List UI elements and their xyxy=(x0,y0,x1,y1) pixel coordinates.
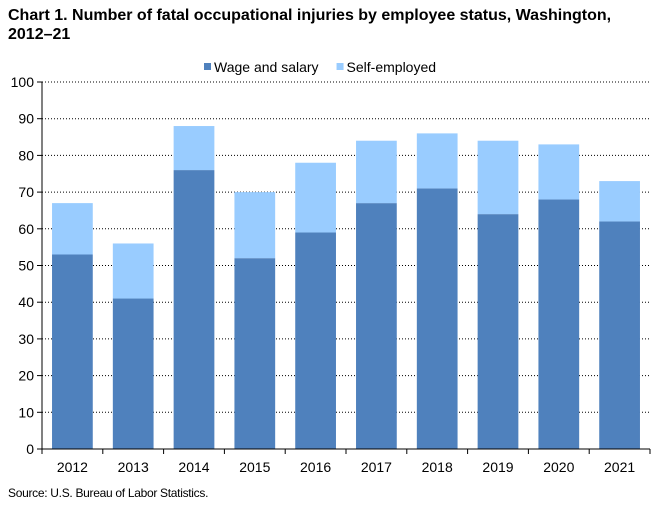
bars xyxy=(52,126,640,449)
legend-label-wage-and-salary: Wage and salary xyxy=(214,59,319,75)
bar-wage-and-salary-2018 xyxy=(416,188,458,449)
y-tick-label: 90 xyxy=(18,111,34,127)
bar-self-employed-2020 xyxy=(538,144,580,200)
y-tick-label: 80 xyxy=(18,147,34,163)
bar-wage-and-salary-2020 xyxy=(538,199,580,449)
x-tick-label: 2021 xyxy=(604,459,635,475)
x-tick-label: 2013 xyxy=(118,459,149,475)
x-tick-label: 2016 xyxy=(300,459,331,475)
y-tick-label: 0 xyxy=(26,441,34,457)
y-tick-label: 20 xyxy=(18,368,34,384)
bar-wage-and-salary-2013 xyxy=(112,298,154,449)
bar-self-employed-2012 xyxy=(52,203,93,255)
y-tick-label: 10 xyxy=(18,404,34,420)
gridlines xyxy=(42,81,650,413)
legend: Wage and salary Self-employed xyxy=(204,59,436,75)
x-tick-label: 2015 xyxy=(239,459,270,475)
x-tick-label: 2012 xyxy=(57,459,88,475)
x-axis-tick-labels: 2012 2013 2014 2015 2016 2017 2018 2019 2020 2021 xyxy=(57,459,636,475)
legend-swatch-self-employed xyxy=(336,63,344,70)
chart-title: Chart 1. Number of fatal occupational in… xyxy=(8,7,612,43)
legend-swatch-wage-and-salary xyxy=(204,63,211,70)
bar-wage-and-salary-2021 xyxy=(599,221,640,449)
x-tick-label: 2017 xyxy=(361,459,392,475)
legend-label-self-employed: Self-employed xyxy=(347,59,437,75)
bar-wage-and-salary-2016 xyxy=(295,232,336,449)
y-tick-label: 50 xyxy=(18,258,34,274)
y-tick-label: 40 xyxy=(18,294,34,310)
x-tick-label: 2018 xyxy=(422,459,453,475)
bar-self-employed-2015 xyxy=(234,192,276,259)
source-note: Source: U.S. Bureau of Labor Statistics. xyxy=(8,486,209,500)
bar-self-employed-2013 xyxy=(112,243,154,299)
y-tick-label: 60 xyxy=(18,221,34,237)
y-tick-label: 30 xyxy=(18,331,34,347)
bar-self-employed-2017 xyxy=(356,140,397,204)
bar-self-employed-2016 xyxy=(295,162,336,233)
y-tick-label: 100 xyxy=(11,74,35,90)
x-tick-label: 2014 xyxy=(178,459,209,475)
bar-wage-and-salary-2014 xyxy=(173,170,215,449)
bar-self-employed-2018 xyxy=(416,133,458,189)
x-tick-label: 2019 xyxy=(482,459,513,475)
axes xyxy=(37,81,651,454)
y-tick-label: 70 xyxy=(18,184,34,200)
bar-self-employed-2021 xyxy=(599,181,640,222)
y-axis-tick-labels: 0 10 20 30 40 50 60 70 80 90 100 xyxy=(11,74,35,457)
bar-self-employed-2019 xyxy=(477,140,519,215)
bar-wage-and-salary-2015 xyxy=(234,258,276,449)
bar-wage-and-salary-2019 xyxy=(477,214,519,449)
bar-wage-and-salary-2017 xyxy=(356,203,397,449)
bar-wage-and-salary-2012 xyxy=(52,254,93,449)
x-tick-label: 2020 xyxy=(543,459,574,475)
bar-self-employed-2014 xyxy=(173,126,215,171)
